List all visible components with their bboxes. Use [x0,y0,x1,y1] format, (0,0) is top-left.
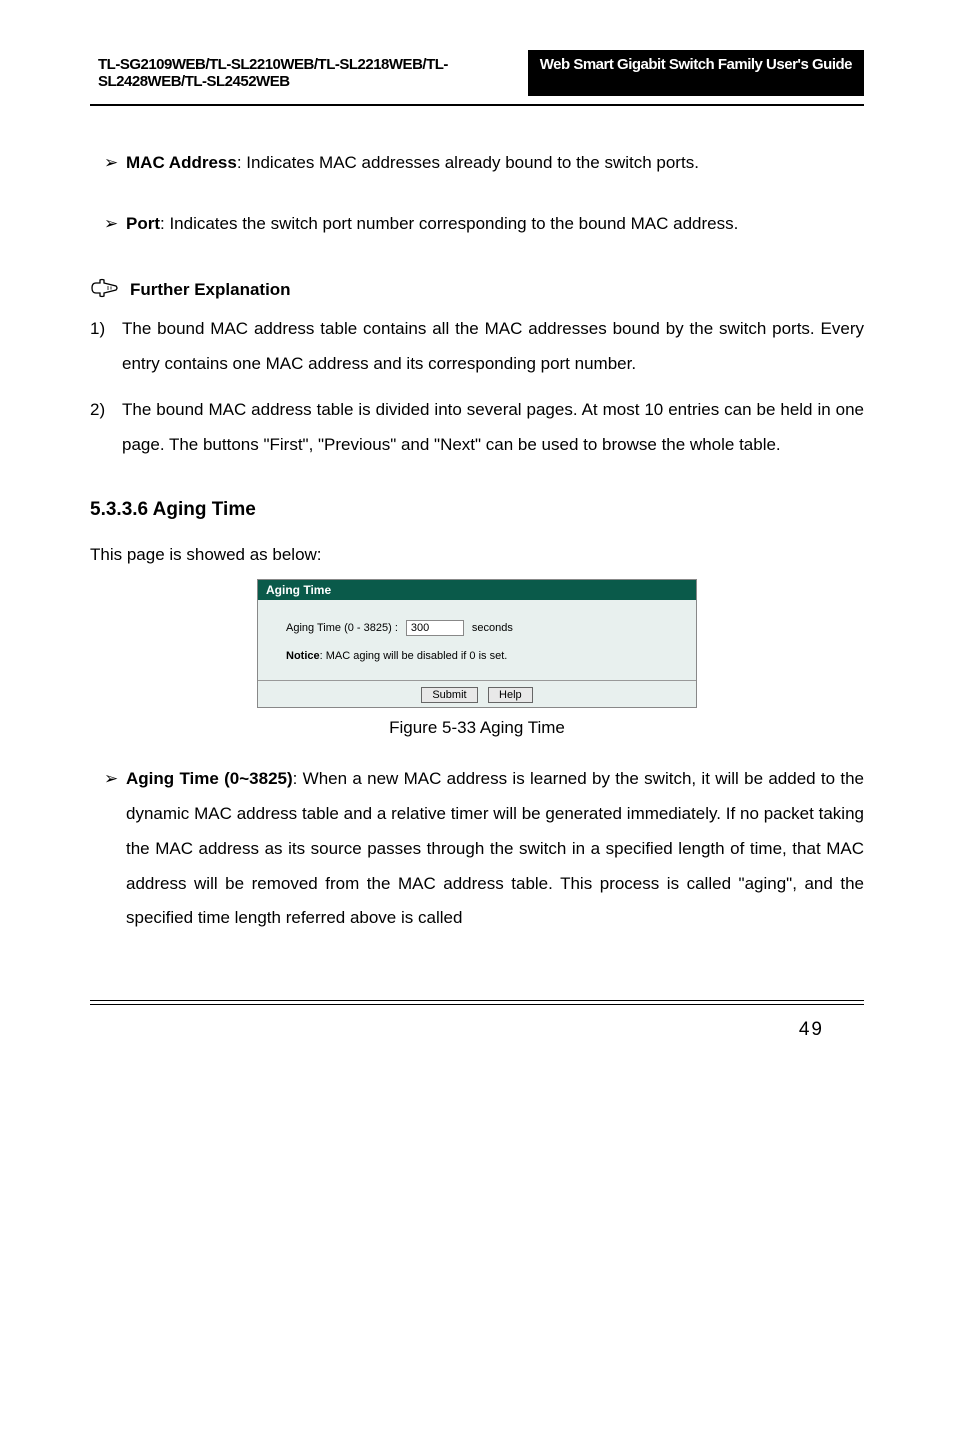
numbered-marker: 1) [90,312,122,382]
aging-time-input[interactable] [406,620,464,636]
header-right-text: Web Smart Gigabit Switch Family User's G… [528,50,864,96]
intro-text: This page is showed as below: [90,545,864,565]
aging-widget-footer: Submit Help [258,680,696,707]
bullet-rest: : When a new MAC address is learned by t… [126,769,864,927]
header-left-text: TL-SG2109WEB/TL-SL2210WEB/TL-SL2218WEB/T… [90,50,528,96]
figure-container: Aging Time Aging Time (0 - 3825) : secon… [90,579,864,708]
further-explanation-header: Further Explanation [90,277,864,304]
bullet-text: MAC Address: Indicates MAC addresses alr… [126,146,864,181]
bullet-list: ➢ MAC Address: Indicates MAC addresses a… [90,146,864,242]
bullet-bold: Port [126,214,160,233]
header-divider [90,104,864,106]
page-number: 49 [90,1004,864,1041]
page-footer: 49 [90,1000,864,1041]
numbered-item: 2) The bound MAC address table is divide… [90,393,864,463]
aging-notice: Notice: MAC aging will be disabled if 0 … [286,650,668,662]
aging-widget-body: Aging Time (0 - 3825) : seconds Notice: … [258,600,696,680]
numbered-item: 1) The bound MAC address table contains … [90,312,864,382]
aging-unit: seconds [472,622,513,634]
aging-widget-title: Aging Time [258,580,696,600]
bullet-bold: MAC Address [126,153,237,172]
bullet-rest: : Indicates the switch port number corre… [160,214,738,233]
numbered-text: The bound MAC address table is divided i… [122,393,864,463]
submit-button[interactable]: Submit [421,687,477,703]
aging-label: Aging Time (0 - 3825) : [286,622,398,634]
bullet-text: Aging Time (0~3825): When a new MAC addr… [126,762,864,936]
bullet-rest: : Indicates MAC addresses already bound … [237,153,699,172]
aging-notice-bold: Notice [286,650,320,662]
bullet-bold: Aging Time (0~3825) [126,769,293,788]
bullet-marker: ➢ [90,762,126,936]
hand-icon [90,277,130,304]
help-button[interactable]: Help [488,687,533,703]
bullet-item: ➢ MAC Address: Indicates MAC addresses a… [90,146,864,181]
section-heading: 5.3.3.6 Aging Time [90,499,864,521]
numbered-text: The bound MAC address table contains all… [122,312,864,382]
bullet-item: ➢ Port: Indicates the switch port number… [90,207,864,242]
aging-time-widget: Aging Time Aging Time (0 - 3825) : secon… [257,579,697,708]
numbered-marker: 2) [90,393,122,463]
bullet-text: Port: Indicates the switch port number c… [126,207,864,242]
bullet-marker: ➢ [90,207,126,242]
aging-notice-text: : MAC aging will be disabled if 0 is set… [320,650,508,662]
aging-input-row: Aging Time (0 - 3825) : seconds [286,620,668,636]
figure-caption: Figure 5-33 Aging Time [90,718,864,738]
bullet-item: ➢ Aging Time (0~3825): When a new MAC ad… [90,762,864,936]
bullet-marker: ➢ [90,146,126,181]
further-explanation-label: Further Explanation [130,280,291,300]
page-header: TL-SG2109WEB/TL-SL2210WEB/TL-SL2218WEB/T… [90,50,864,96]
